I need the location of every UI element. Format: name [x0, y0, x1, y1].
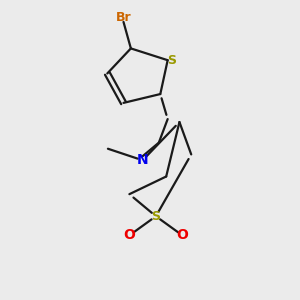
Text: S: S [152, 210, 160, 223]
Text: N: N [137, 153, 148, 167]
Text: O: O [124, 228, 135, 242]
Text: O: O [176, 228, 188, 242]
Text: S: S [167, 54, 176, 67]
Text: Br: Br [116, 11, 131, 24]
